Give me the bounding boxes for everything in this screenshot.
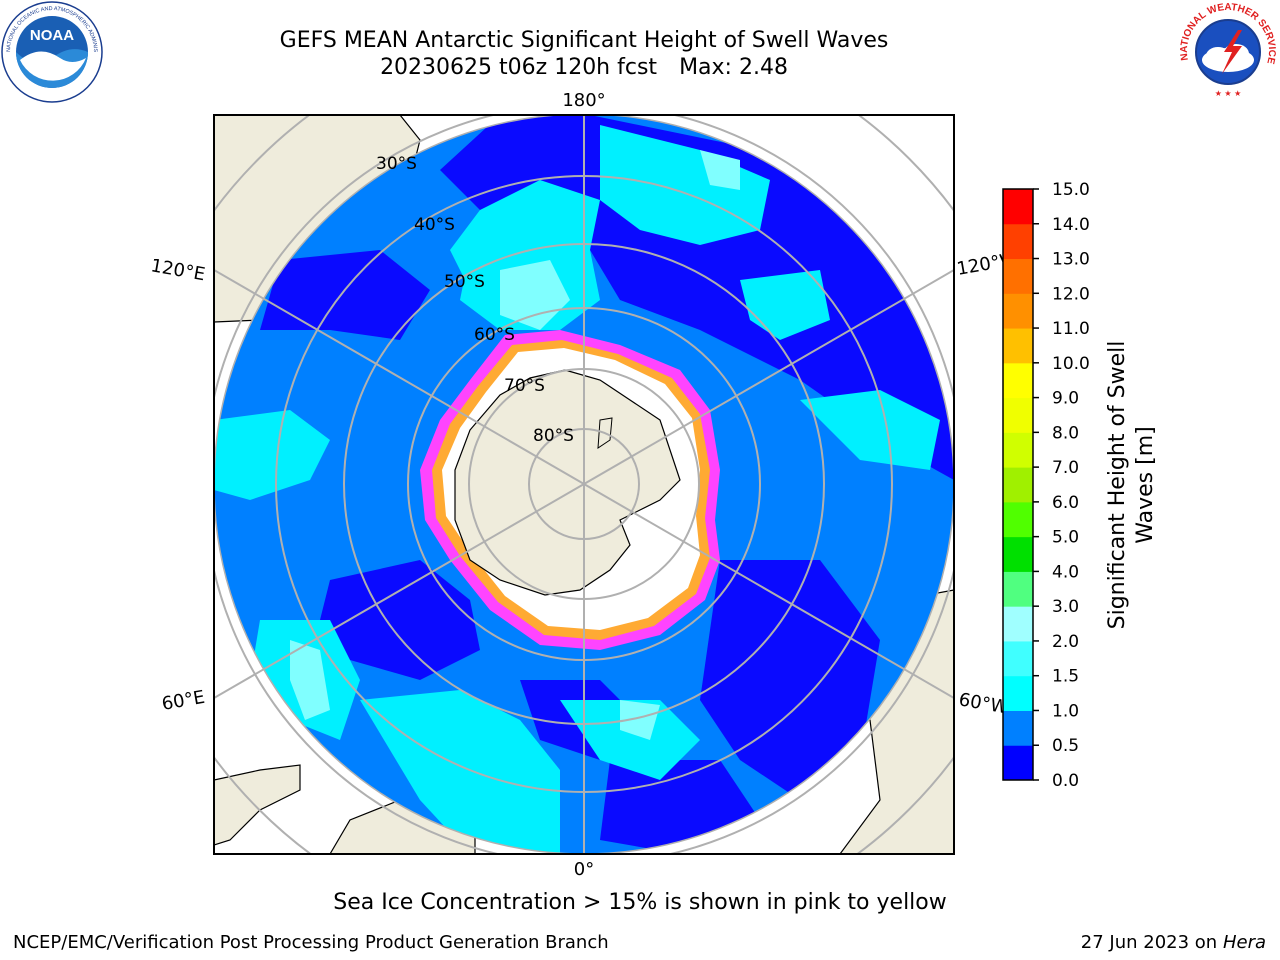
plot-title: GEFS MEAN Antarctic Significant Height o… [279,28,889,53]
forecast-run: 20230625 t06z 120h fcst [380,55,658,80]
lon-label-60e: 60°E [160,687,206,715]
colorbar-band [1003,501,1033,538]
colorbar-tick-label: 1.5 [1052,667,1079,687]
colorbar-band [1003,293,1033,329]
colorbar [1003,189,1033,781]
colorbar-tick-label: 15.0 [1052,180,1090,200]
graticule [214,115,954,854]
colorbar-tick-label: 11.0 [1052,319,1090,339]
svg-text:★ ★ ★: ★ ★ ★ [1215,89,1242,98]
colorbar-tick-label: 7.0 [1052,458,1079,478]
noaa-logo-text: NOAA [30,27,74,44]
lon-label-180: 180° [562,90,605,111]
colorbar-band [1003,640,1033,677]
footer-date: 27 Jun 2023 on Hera [1081,932,1266,953]
colorbar-frame [1002,188,1034,781]
colorbar-band [1003,467,1033,503]
colorbar-label-line1: Significant Height of Swell [1105,341,1130,630]
map-frame [213,114,955,855]
lat-label-50s: 50°S [444,272,485,292]
colorbar-band [1003,606,1033,642]
plot-subtitle: 20230625 t06z 120h fcst Max: 2.48 [184,55,984,81]
colorbar-band [1003,189,1033,225]
colorbar-band [1003,536,1033,572]
colorbar-tick-label: 6.0 [1052,493,1079,513]
lat-label-60s: 60°S [474,325,515,345]
lat-label-70s: 70°S [504,376,545,396]
colorbar-band [1003,397,1033,433]
colorbar-band [1003,223,1033,260]
lat-label-80s: 80°S [533,426,574,446]
colorbar-band [1003,432,1033,468]
colorbar-band [1003,710,1033,746]
colorbar-band [1003,745,1033,781]
colorbar-label-line2: Waves [m] [1133,426,1158,543]
colorbar-tick-label: 13.0 [1052,250,1090,270]
colorbar-band [1003,258,1033,294]
colorbar-tick-label: 0.0 [1052,771,1079,791]
sea-ice-note: Sea Ice Concentration > 15% is shown in … [333,890,947,915]
colorbar-tick-label: 2.0 [1052,632,1079,652]
colorbar-tick-label: 1.0 [1052,701,1079,721]
colorbar-band [1003,328,1033,364]
colorbar-tick-label: 8.0 [1052,423,1079,443]
lat-label-30s: 30°S [376,154,417,174]
colorbar-band [1003,571,1033,607]
footer-host: Hera [1222,932,1266,953]
colorbar-tick-label: 5.0 [1052,528,1079,548]
colorbar-tick-label: 0.5 [1052,736,1079,756]
lon-label-0: 0° [574,859,594,880]
colorbar-tick-label: 10.0 [1052,354,1090,374]
noaa-logo-icon: NOAA NATIONAL OCEANIC AND ATMOSPHERIC AD… [0,0,103,103]
max-value: Max: 2.48 [679,55,788,80]
colorbar-tick-label: 3.0 [1052,597,1079,617]
nws-logo-icon: NATIONAL WEATHER SERVICE ★ ★ ★ [1178,2,1278,102]
footer-date-text: 27 Jun 2023 on [1080,932,1218,953]
lat-label-40s: 40°S [414,215,455,235]
lon-label-60w: 60°W [957,689,1010,718]
colorbar-band [1003,675,1033,711]
colorbar-band [1003,362,1033,399]
colorbar-tick-label: 4.0 [1052,562,1079,582]
lon-label-120e: 120°E [149,255,207,285]
colorbar-tick-label: 14.0 [1052,215,1090,235]
footer-branch: NCEP/EMC/Verification Post Processing Pr… [13,932,609,953]
colorbar-tick-label: 12.0 [1052,284,1090,304]
colorbar-tick-label: 9.0 [1052,389,1079,409]
